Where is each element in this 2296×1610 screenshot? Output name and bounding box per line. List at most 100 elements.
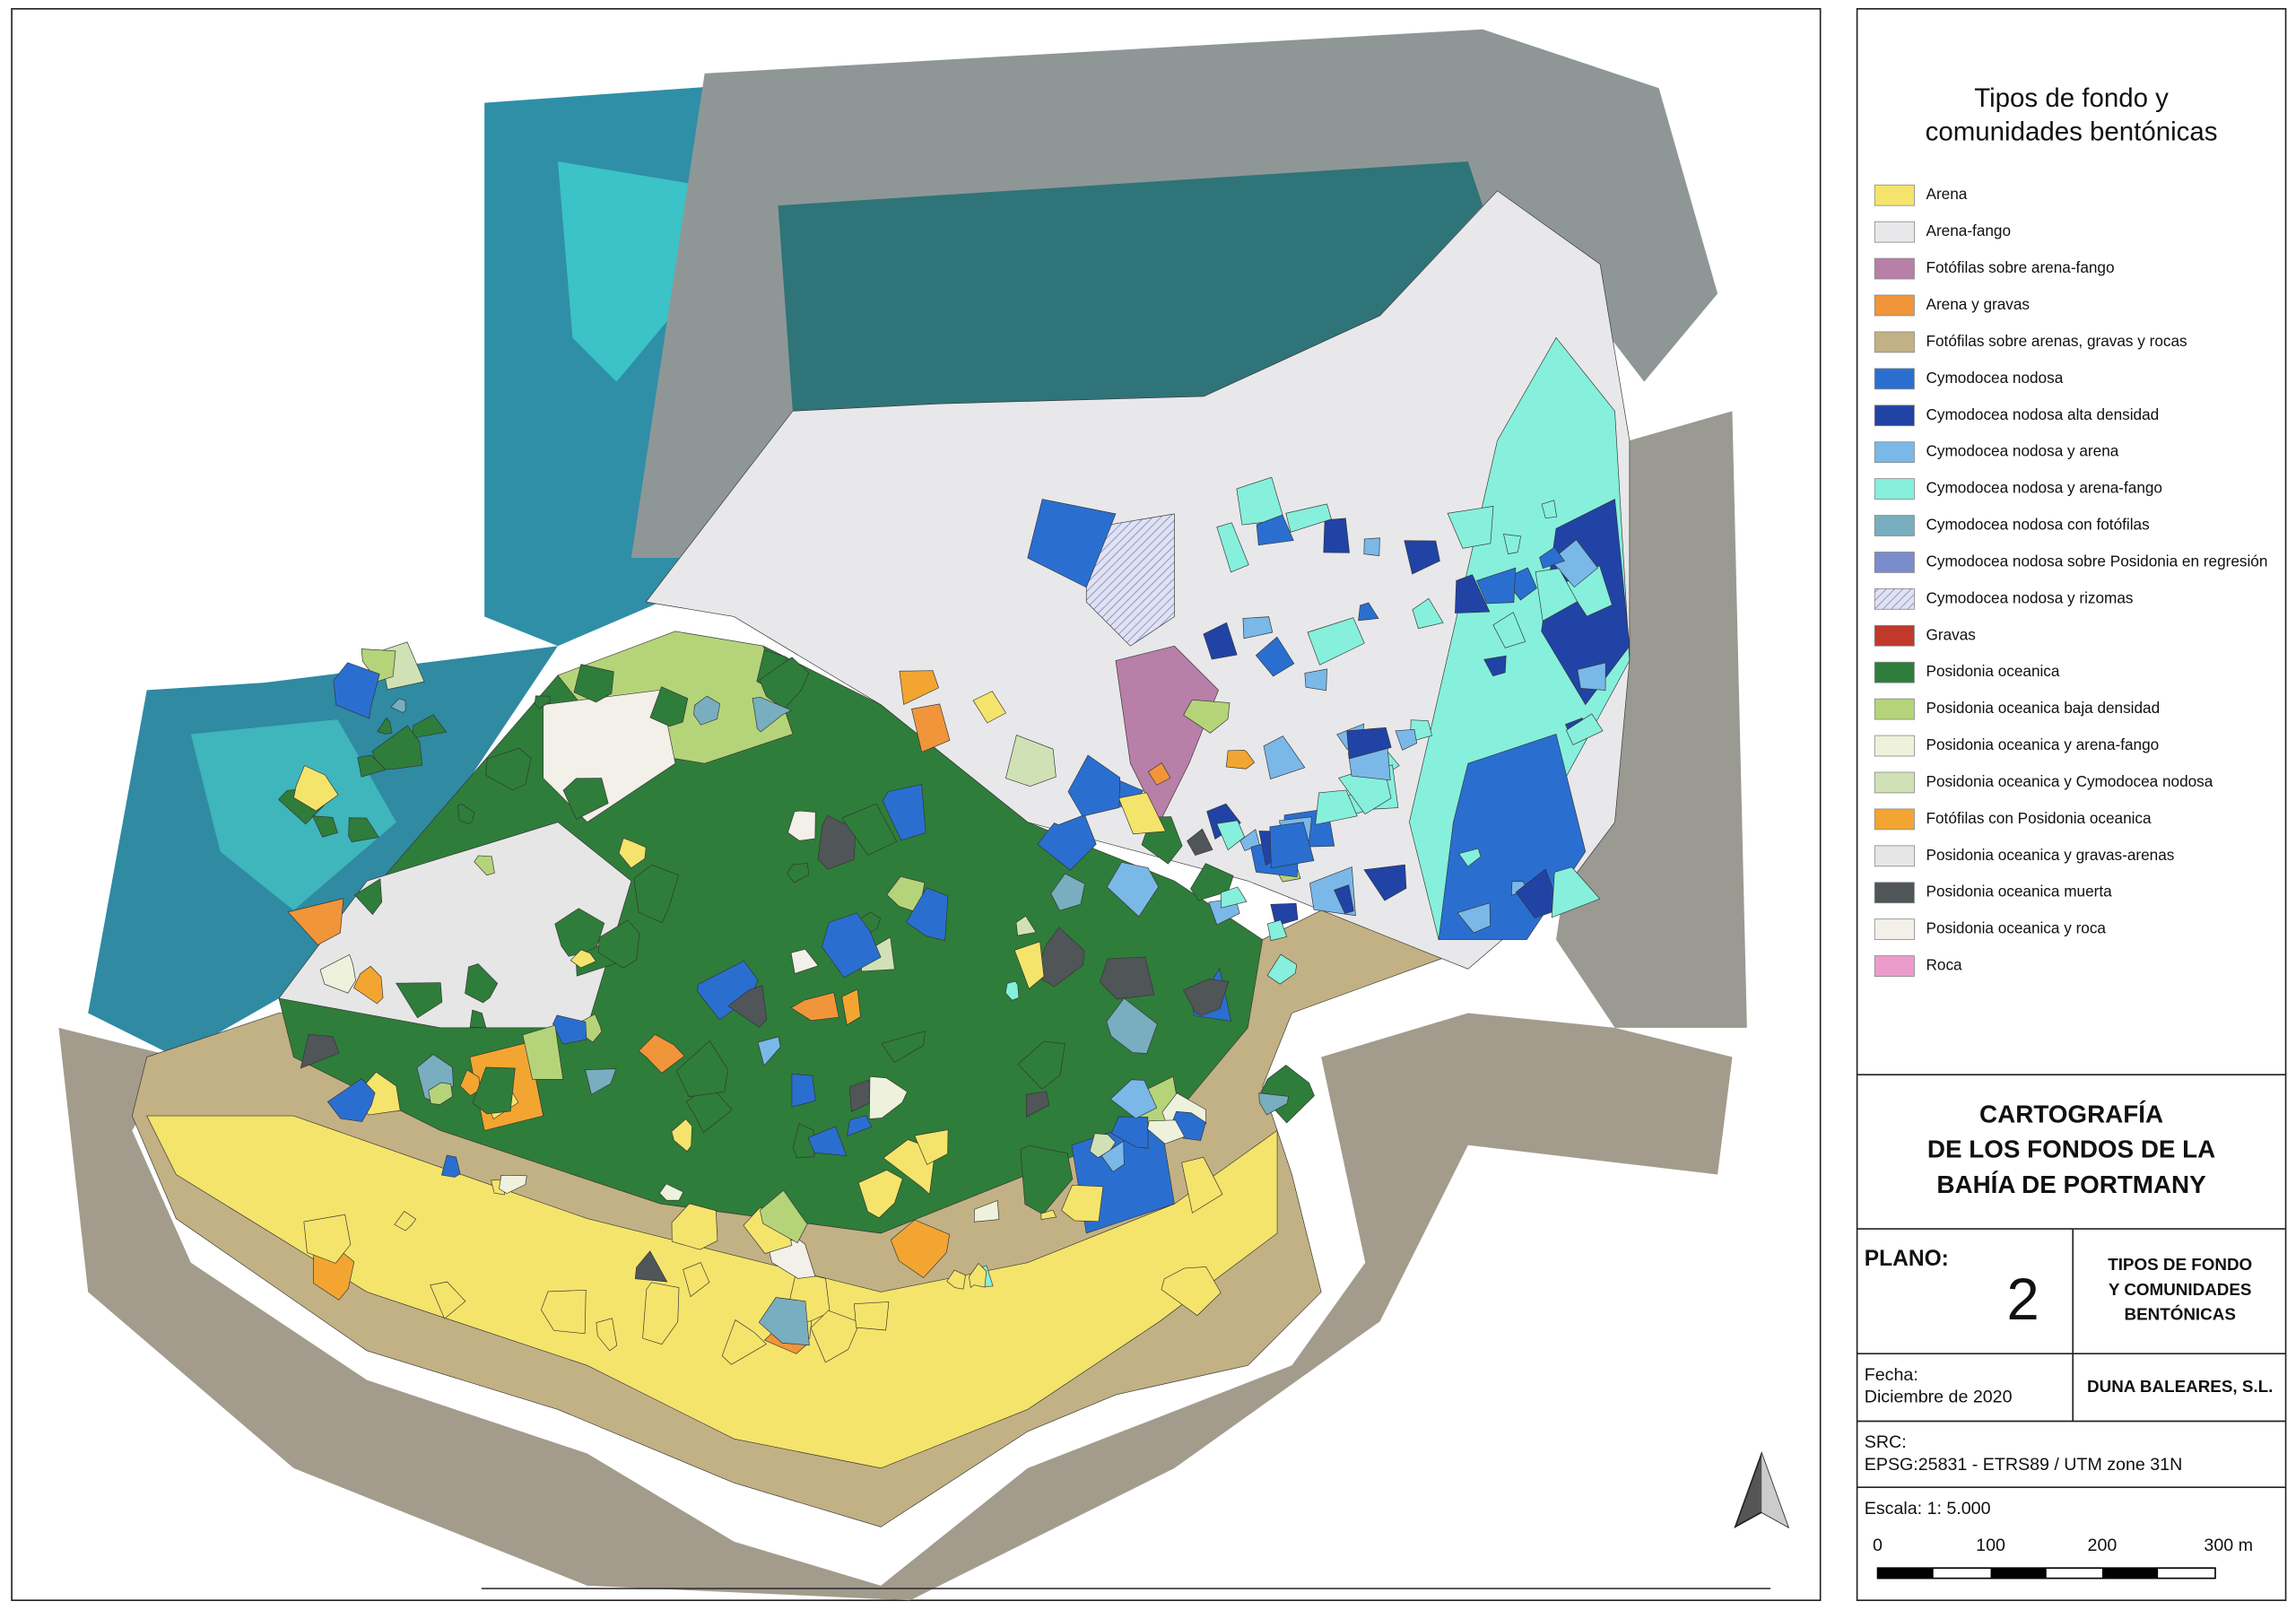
seabed-patch [428, 1082, 453, 1105]
seabed-patch [1050, 873, 1085, 911]
scale-bar-label: 200 [2088, 1536, 2118, 1555]
seabed-patch [1025, 1091, 1050, 1118]
seabed-patch [727, 985, 768, 1028]
seabed-patch [1304, 668, 1327, 692]
seabed-patch [868, 1075, 908, 1119]
scale-bar-label: 100 [1976, 1536, 2005, 1555]
seabed-patch [642, 1282, 680, 1345]
seabed-patch [1565, 713, 1604, 745]
seabed-patch [1457, 902, 1491, 934]
seabed-patch [1412, 597, 1444, 630]
seabed-patch [485, 747, 532, 791]
seabed-patch [1161, 1266, 1222, 1317]
seabed-patch [787, 810, 816, 841]
seabed-patch [618, 838, 647, 869]
seabed-patch [457, 803, 475, 824]
port-water [778, 161, 1483, 426]
seabed-patch [1203, 622, 1238, 660]
seabed-patch [760, 1189, 808, 1244]
seabed-patch [459, 1069, 481, 1097]
seabed-patch [319, 953, 356, 994]
seabed-patch [1181, 1156, 1223, 1214]
seabed-patch [469, 1009, 487, 1029]
legend-label: Cymodocea nodosa y arena-fango [1926, 479, 2162, 497]
shore-image [1556, 411, 1747, 1028]
legend-swatch [1874, 515, 1915, 536]
seabed-patch [1017, 1040, 1065, 1090]
legend-label: Roca [1926, 956, 1963, 974]
seabed-patch [1216, 522, 1249, 573]
seabed-patch [675, 1040, 728, 1097]
legend-swatch [1874, 587, 1915, 610]
seabed-patch [683, 1262, 710, 1298]
legend-label: Fotófilas con Posidonia oceanica [1926, 809, 2152, 827]
legend-swatch [1874, 845, 1915, 867]
seabed-patch [1358, 602, 1379, 622]
seabed-patch [430, 1281, 466, 1319]
seabed-patch [1147, 1119, 1186, 1144]
legend-swatch [1874, 955, 1915, 977]
seabed-patch [1307, 617, 1365, 666]
legend-label: Posidonia oceanica y arena-fango [1926, 735, 2160, 753]
seabed-patch [1455, 574, 1491, 614]
map-title: BAHÍA DE PORTMANY [1936, 1171, 2206, 1198]
legend-label: Fotófilas sobre arena-fango [1926, 258, 2115, 276]
seabed-patch [685, 1084, 733, 1134]
seabed-patch [300, 1033, 340, 1069]
seabed-patch [1100, 956, 1155, 1000]
seabed-patch [638, 1033, 685, 1074]
seabed-patch [540, 1289, 587, 1335]
side-panel [1856, 8, 2287, 1602]
seabed-patch [396, 982, 443, 1019]
seabed-patch [1182, 979, 1230, 1016]
seabed-patch [1476, 567, 1517, 605]
seabed-patch [562, 778, 609, 820]
seabed-patch [659, 1183, 684, 1201]
seabed-patch [472, 1066, 516, 1115]
seabed-zone [1027, 499, 1117, 588]
legend-swatch [1874, 552, 1915, 573]
seabed-patch [671, 1118, 692, 1153]
seabed-patch [1147, 762, 1171, 786]
seabed-patch [822, 912, 882, 979]
plano-title: BENTÓNICAS [2124, 1305, 2235, 1324]
seabed-patch [522, 1024, 564, 1080]
seabed-patch [807, 1126, 848, 1156]
seabed-patch [1089, 1133, 1117, 1159]
map [58, 29, 1747, 1601]
legend-swatch [1874, 441, 1915, 464]
legend-swatch [1874, 918, 1915, 941]
legend-label: Cymodocea nodosa y arena [1926, 442, 2119, 460]
map-title: CARTOGRAFÍA [1979, 1100, 2163, 1127]
seabed-patch [1220, 886, 1248, 909]
seabed-patch [1285, 503, 1332, 533]
seabed-patch [1457, 848, 1482, 867]
seabed-patch [1004, 980, 1020, 1001]
seabed-patch [787, 863, 810, 883]
scale-bar-label: 0 [1873, 1536, 1883, 1555]
seabed-patch [326, 1078, 376, 1122]
seabed-patch [1183, 699, 1231, 734]
seabed-patch [841, 803, 898, 856]
seabed-patch [1315, 789, 1358, 825]
seabed-patch [303, 1214, 352, 1264]
seabed-patch [721, 1319, 767, 1365]
seabed-patch [790, 948, 819, 974]
seabed-patch [1040, 1209, 1057, 1220]
seabed-patch [357, 754, 387, 778]
north-arrow-half [1761, 1453, 1788, 1527]
seabed-patch [1535, 568, 1578, 622]
seabed-patch [969, 1263, 987, 1288]
legend-swatch [1874, 698, 1915, 720]
legend-label: Fotófilas sobre arenas, gravas y rocas [1926, 332, 2187, 350]
legend-swatch [1874, 294, 1915, 317]
seabed-patch [293, 765, 339, 812]
seabed-patch [1005, 735, 1057, 788]
seabed-patch [1404, 540, 1440, 575]
legend-label: Posidonia oceanica y roca [1926, 919, 2107, 937]
seabed-patch [899, 670, 939, 706]
seabed-patch [1541, 500, 1558, 519]
seabed-patch [857, 1170, 903, 1219]
seabed-patch [573, 664, 614, 703]
